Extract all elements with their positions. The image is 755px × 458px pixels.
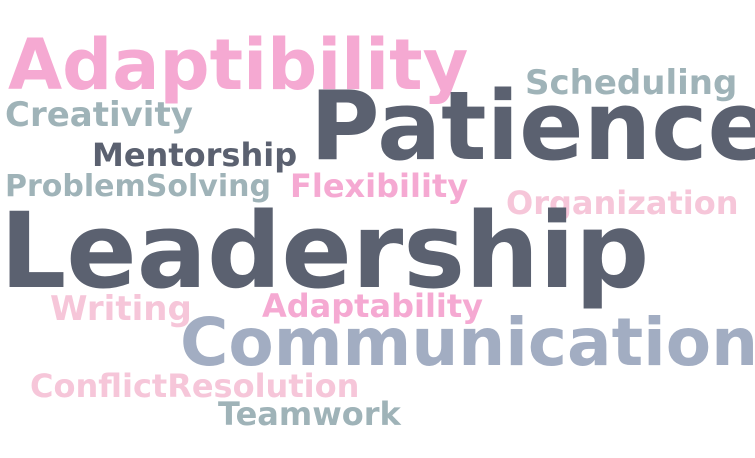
- word-patience: Patience: [310, 72, 755, 182]
- word-conflictresolution: ConflictResolution: [30, 367, 360, 405]
- word-scheduling: Scheduling: [525, 63, 738, 103]
- word-adaptibility-large: Adaptibility: [8, 24, 469, 106]
- word-creativity: Creativity: [5, 95, 193, 135]
- word-organization: Organization: [506, 184, 739, 222]
- word-flexibility: Flexibility: [290, 167, 469, 205]
- word-writing: Writing: [50, 289, 192, 329]
- word-communication: Communication: [180, 304, 755, 381]
- word-mentorship: Mentorship: [92, 136, 298, 174]
- word-adaptability: Adaptability: [262, 287, 484, 325]
- word-teamwork: Teamwork: [218, 395, 401, 433]
- word-leadership: Leadership: [0, 190, 650, 312]
- word-problemsolving: ProblemSolving: [5, 169, 271, 204]
